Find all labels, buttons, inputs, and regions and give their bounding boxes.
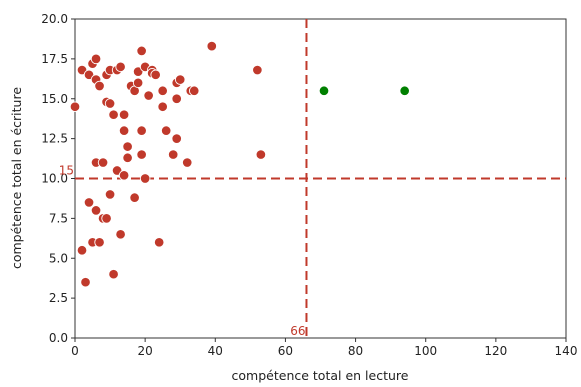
y-tick-label: 12.5	[41, 132, 68, 146]
data-point	[136, 125, 147, 136]
vertical-reference-label: 66	[290, 324, 305, 338]
data-point	[153, 237, 165, 248]
data-point	[318, 85, 330, 97]
x-axis: 0 20 40 60 80 100 120 140	[71, 338, 577, 358]
data-point	[399, 85, 410, 97]
x-tick-label: 40	[208, 344, 223, 358]
y-tick-label: 7.5	[49, 211, 68, 225]
y-tick-label: 5.0	[49, 251, 68, 265]
data-point	[206, 40, 218, 52]
y-tick-label: 2.5	[49, 291, 68, 305]
data-point	[136, 149, 147, 160]
x-tick-label: 20	[138, 344, 153, 358]
data-point	[171, 93, 182, 104]
data-point	[132, 77, 144, 89]
y-tick-label: 0.0	[49, 331, 68, 345]
reference-lines: 66 15	[59, 19, 566, 338]
data-point	[252, 64, 263, 76]
data-point	[171, 133, 182, 144]
data-point	[174, 74, 186, 85]
data-point	[108, 109, 119, 120]
data-point	[157, 85, 168, 97]
data-point	[115, 229, 126, 240]
data-point	[129, 192, 140, 203]
data-point	[104, 98, 116, 109]
data-point	[136, 45, 147, 57]
data-point	[118, 170, 130, 181]
data-point	[115, 61, 126, 73]
x-tick-label: 120	[484, 344, 507, 358]
x-tick-label: 140	[555, 344, 578, 358]
data-point	[181, 157, 193, 168]
data-point	[157, 101, 168, 112]
data-point	[255, 149, 267, 160]
y-tick-label: 10.0	[41, 172, 68, 186]
y-tick-label: 15.0	[41, 92, 68, 106]
data-point	[80, 276, 91, 288]
data-point	[167, 149, 179, 160]
data-point	[150, 69, 161, 81]
data-point	[160, 125, 172, 136]
data-point	[97, 157, 109, 168]
data-point	[139, 173, 151, 184]
x-tick-label: 0	[71, 344, 79, 358]
data-point	[118, 109, 130, 120]
x-tick-label: 80	[348, 344, 363, 358]
x-tick-label: 100	[414, 344, 437, 358]
y-axis: 0.0 2.5 5.0 7.5 10.0 12.5 15.0 17.5 20.0	[41, 12, 75, 345]
data-point	[101, 213, 112, 224]
data-point	[118, 125, 130, 136]
y-tick-label: 20.0	[41, 12, 68, 26]
data-point	[188, 85, 200, 97]
data-point	[90, 53, 102, 65]
data-point	[94, 80, 105, 92]
data-point	[76, 245, 88, 256]
data-point	[104, 189, 116, 200]
data-point	[108, 268, 119, 280]
y-axis-label: compétence total en écriture	[9, 87, 24, 269]
data-point	[122, 152, 133, 164]
data-point	[122, 141, 133, 152]
data-point	[69, 101, 81, 112]
horizontal-reference-label: 15	[59, 164, 74, 178]
x-tick-label: 60	[278, 344, 293, 358]
data-point	[143, 90, 154, 101]
x-axis-label: compétence total en lecture	[232, 368, 409, 383]
data-point	[94, 237, 105, 248]
data-points	[69, 40, 410, 288]
y-tick-label: 17.5	[41, 52, 68, 66]
data-point	[83, 197, 95, 208]
data-point	[90, 205, 102, 216]
